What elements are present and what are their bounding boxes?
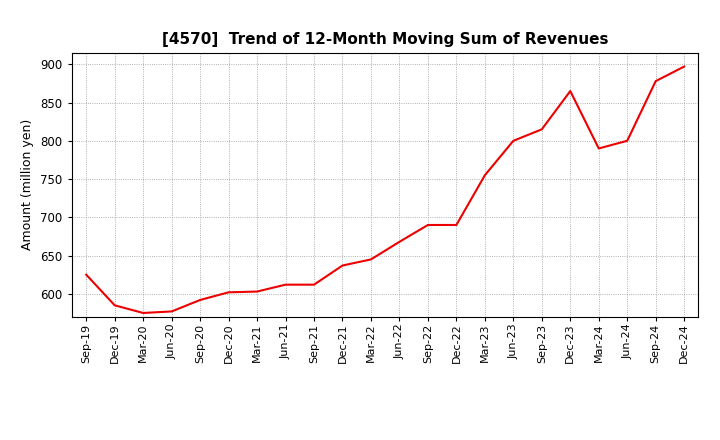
Title: [4570]  Trend of 12-Month Moving Sum of Revenues: [4570] Trend of 12-Month Moving Sum of R… (162, 33, 608, 48)
Y-axis label: Amount (million yen): Amount (million yen) (22, 119, 35, 250)
